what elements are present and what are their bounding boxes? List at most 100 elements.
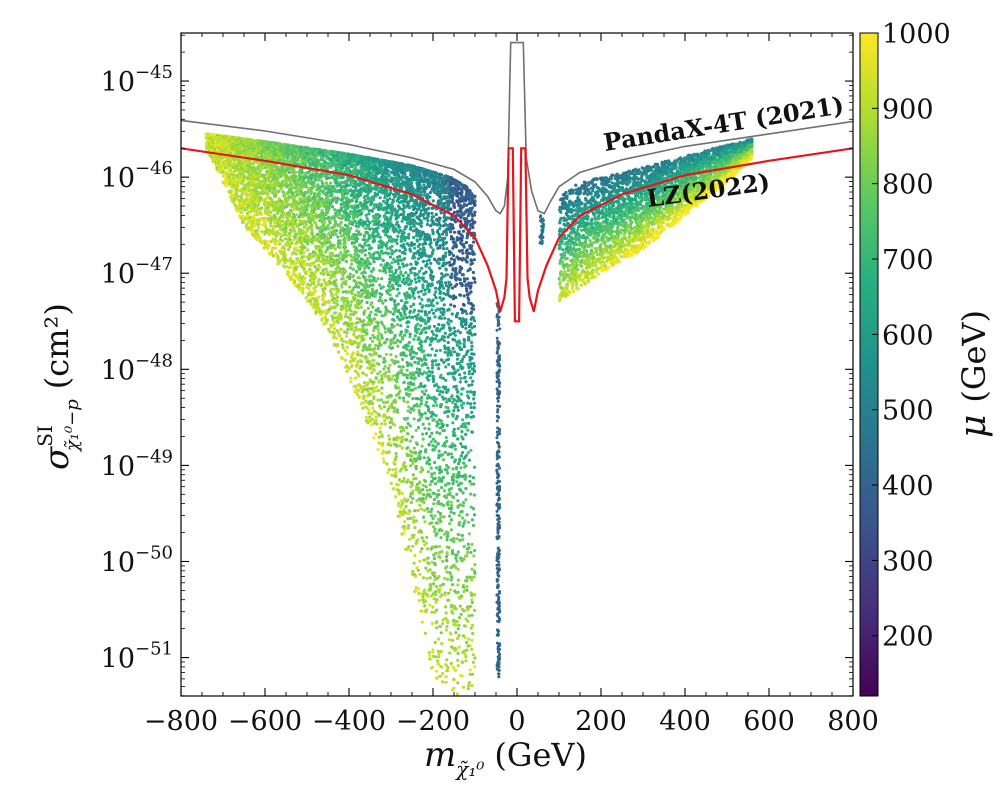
scatter-point [419, 507, 423, 511]
scatter-point [458, 331, 462, 335]
scatter-point [448, 522, 452, 526]
scatter-point [456, 483, 460, 487]
scatter-point [268, 196, 272, 200]
scatter-point [372, 336, 376, 340]
scatter-point [373, 215, 377, 219]
scatter-point [402, 399, 406, 403]
scatter-point [410, 242, 414, 246]
scatter-point [441, 680, 445, 684]
scatter-point [377, 240, 381, 244]
scatter-point [417, 373, 421, 378]
scatter-point [432, 332, 436, 336]
scatter-point [464, 380, 468, 384]
scatter-point [301, 286, 305, 290]
scatter-point [437, 323, 441, 327]
scatter-point [414, 541, 418, 546]
scatter-point [458, 316, 462, 320]
scatter-point [419, 550, 423, 554]
scatter-point [447, 322, 451, 326]
scatter-point [401, 365, 405, 369]
scatter-point [329, 281, 333, 285]
scatter-point [359, 402, 363, 406]
scatter-point [445, 559, 449, 563]
scatter-point [409, 304, 413, 309]
scatter-point [466, 421, 471, 425]
scatter-point [418, 503, 422, 507]
scatter-point [409, 225, 413, 229]
scatter-point [449, 506, 453, 510]
scatter-point [451, 346, 455, 350]
scatter-point [246, 146, 250, 150]
scatter-point [445, 658, 449, 662]
scatter-point [339, 185, 344, 189]
scatter-point [388, 273, 392, 278]
scatter-point [353, 293, 357, 297]
scatter-point [424, 362, 428, 366]
scatter-point [417, 309, 421, 313]
scatter-point [460, 430, 464, 434]
scatter-point [452, 338, 457, 342]
scatter-point [371, 333, 375, 337]
scatter-point [464, 554, 468, 558]
scatter-point [459, 210, 463, 214]
scatter-point [377, 244, 381, 248]
scatter-point [396, 287, 400, 291]
scatter-point [424, 400, 429, 404]
scatter-point [446, 351, 450, 355]
scatter-point [456, 427, 460, 431]
scatter-point [430, 560, 434, 564]
scatter-point [346, 327, 350, 332]
scatter-point [446, 465, 450, 469]
scatter-point [464, 240, 469, 245]
scatter-point [472, 240, 476, 244]
scatter-point [442, 303, 446, 307]
scatter-point [326, 223, 330, 227]
scatter-point [419, 324, 423, 328]
scatter-point [464, 659, 468, 663]
scatter-point [459, 454, 463, 458]
scatter-point [360, 299, 364, 303]
scatter-point [409, 500, 413, 505]
scatter-point [377, 441, 381, 445]
scatter-point [455, 361, 459, 366]
scatter-point [306, 282, 310, 286]
scatter-point [470, 638, 474, 643]
scatter-point [421, 283, 425, 287]
scatter-point [432, 311, 436, 315]
scatter-point [385, 462, 389, 466]
scatter-point [333, 247, 337, 251]
scatter-point [440, 298, 444, 302]
scatter-point [387, 434, 391, 438]
scatter-point [453, 589, 457, 593]
scatter-point [420, 547, 424, 551]
scatter-point [418, 269, 422, 273]
scatter-point [456, 651, 460, 656]
scatter-point [389, 417, 393, 421]
scatter-point [432, 556, 436, 561]
scatter-point [470, 383, 474, 387]
scatter-point [457, 623, 461, 627]
scatter-point [394, 467, 398, 471]
scatter-point [408, 410, 412, 414]
scatter-point [452, 606, 457, 611]
scatter-point [436, 510, 440, 514]
scatter-point [401, 435, 405, 439]
scatter-point [348, 272, 352, 276]
scatter-point [376, 447, 380, 452]
scatter-point [449, 500, 453, 504]
scatter-point [469, 505, 473, 509]
scatter-point [437, 456, 441, 460]
scatter-point [425, 192, 429, 196]
scatter-point [389, 310, 393, 314]
scatter-point [458, 604, 462, 608]
scatter-point [324, 213, 328, 217]
scatter-point [423, 520, 427, 524]
scatter-point [426, 405, 430, 409]
scatter-point [341, 214, 345, 218]
scatter-point [406, 273, 411, 277]
scatter-point [444, 680, 448, 684]
scatter-point [271, 227, 275, 231]
scatter-point [345, 352, 349, 356]
scatter-point [434, 337, 438, 341]
scatter-point [359, 289, 364, 293]
